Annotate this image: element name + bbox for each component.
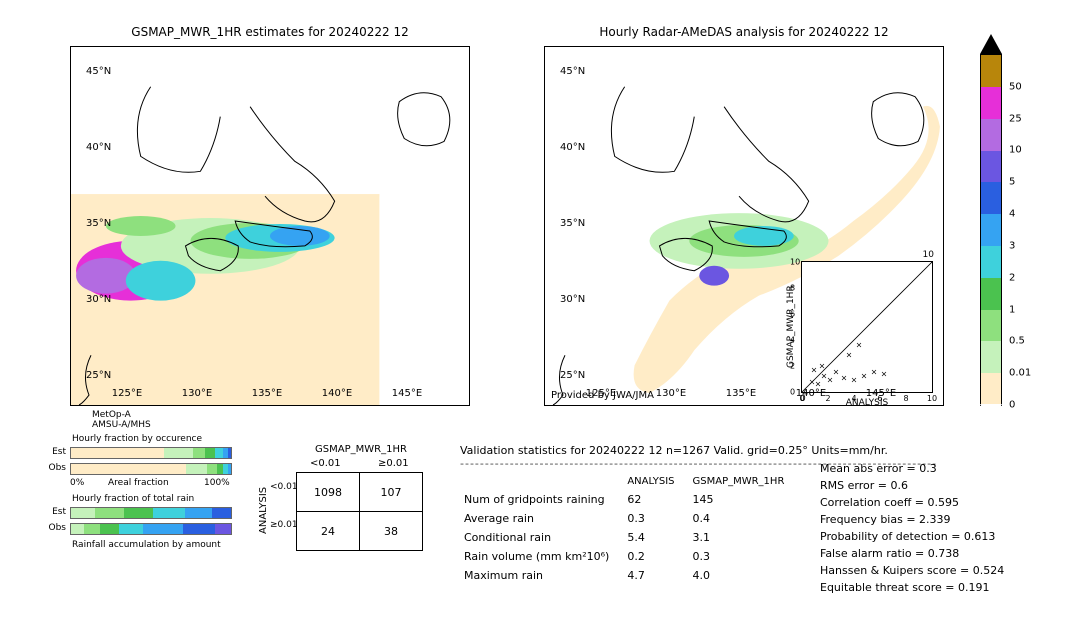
colorbar-seg (981, 87, 1001, 119)
colorbar: 00.010.512345102550 (980, 54, 1002, 406)
lat-tick: 25°N (86, 370, 116, 381)
inset-ylabel: GSMAP_MWR_1HR (786, 262, 796, 392)
map-left-canvas (71, 47, 469, 405)
colorbar-seg (981, 246, 1001, 278)
metric-line: Hanssen & Kuipers score = 0.524 (820, 562, 1004, 579)
metrics-list: Mean abs error = 0.3RMS error = 0.6Corre… (820, 460, 1004, 596)
lon-tick: 130°E (180, 388, 214, 628)
colorbar-seg (981, 55, 1001, 87)
colorbar-label: 0.01 (1009, 368, 1031, 379)
lat-tick: 40°N (560, 142, 590, 153)
colorbar-seg (981, 278, 1001, 310)
lon-tick: 145°E (390, 388, 424, 628)
lon-tick: 145°E (864, 388, 898, 628)
colorbar-label: 0.5 (1009, 336, 1025, 347)
colorbar-seg (981, 119, 1001, 151)
lon-tick: 135°E (250, 388, 284, 628)
lat-tick: 45°N (86, 66, 116, 77)
colorbar-seg (981, 373, 1001, 405)
lat-tick: 45°N (560, 66, 590, 77)
colorbar-seg (981, 341, 1001, 373)
map-right-title: Hourly Radar-AMeDAS analysis for 2024022… (545, 25, 943, 39)
est-label-2: Est (44, 507, 66, 517)
metric-line: Correlation coeff = 0.595 (820, 494, 1004, 511)
lat-tick: 35°N (86, 218, 116, 229)
colorbar-label: 1 (1009, 304, 1015, 315)
map-right: Hourly Radar-AMeDAS analysis for 2024022… (544, 46, 944, 406)
lon-tick: 130°E (654, 388, 688, 628)
colorbar-seg (981, 182, 1001, 214)
lon-tick: 125°E (110, 388, 144, 628)
map-left: GSMAP_MWR_1HR estimates for 20240222 12 (70, 46, 470, 406)
colorbar-label: 4 (1009, 209, 1015, 220)
colorbar-label: 5 (1009, 177, 1015, 188)
colorbar-bottom-arrow (980, 404, 1002, 424)
metric-line: Probability of detection = 0.613 (820, 528, 1004, 545)
lat-tick: 40°N (86, 142, 116, 153)
lon-tick: 125°E (584, 388, 618, 628)
lon-tick: 140°E (794, 388, 828, 628)
colorbar-label: 50 (1009, 81, 1022, 92)
lat-tick: 35°N (560, 218, 590, 229)
obs-label-2: Obs (44, 523, 66, 533)
colorbar-label: 0 (1009, 400, 1015, 411)
metric-line: False alarm ratio = 0.738 (820, 545, 1004, 562)
scatter-inset: ANALYSIS GSMAP_MWR_1HR 10 0 002244668810… (801, 261, 933, 393)
metric-line: Mean abs error = 0.3 (820, 460, 1004, 477)
lon-tick: 135°E (724, 388, 758, 628)
colorbar-label: 25 (1009, 113, 1022, 124)
metric-line: RMS error = 0.6 (820, 477, 1004, 494)
colorbar-label: 3 (1009, 240, 1015, 251)
colorbar-top-arrow (980, 34, 1002, 54)
map-left-title: GSMAP_MWR_1HR estimates for 20240222 12 (71, 25, 469, 39)
metric-line: Equitable threat score = 0.191 (820, 579, 1004, 596)
colorbar-seg (981, 151, 1001, 183)
colorbar-seg (981, 310, 1001, 342)
metric-line: Frequency bias = 2.339 (820, 511, 1004, 528)
colorbar-label: 2 (1009, 272, 1015, 283)
colorbar-label: 10 (1009, 145, 1022, 156)
colorbar-seg (981, 214, 1001, 246)
lat-tick: 30°N (560, 294, 590, 305)
lat-tick: 25°N (560, 370, 590, 381)
lat-tick: 30°N (86, 294, 116, 305)
obs-label-1: Obs (44, 463, 66, 473)
est-label-1: Est (44, 447, 66, 457)
lon-tick: 140°E (320, 388, 354, 628)
